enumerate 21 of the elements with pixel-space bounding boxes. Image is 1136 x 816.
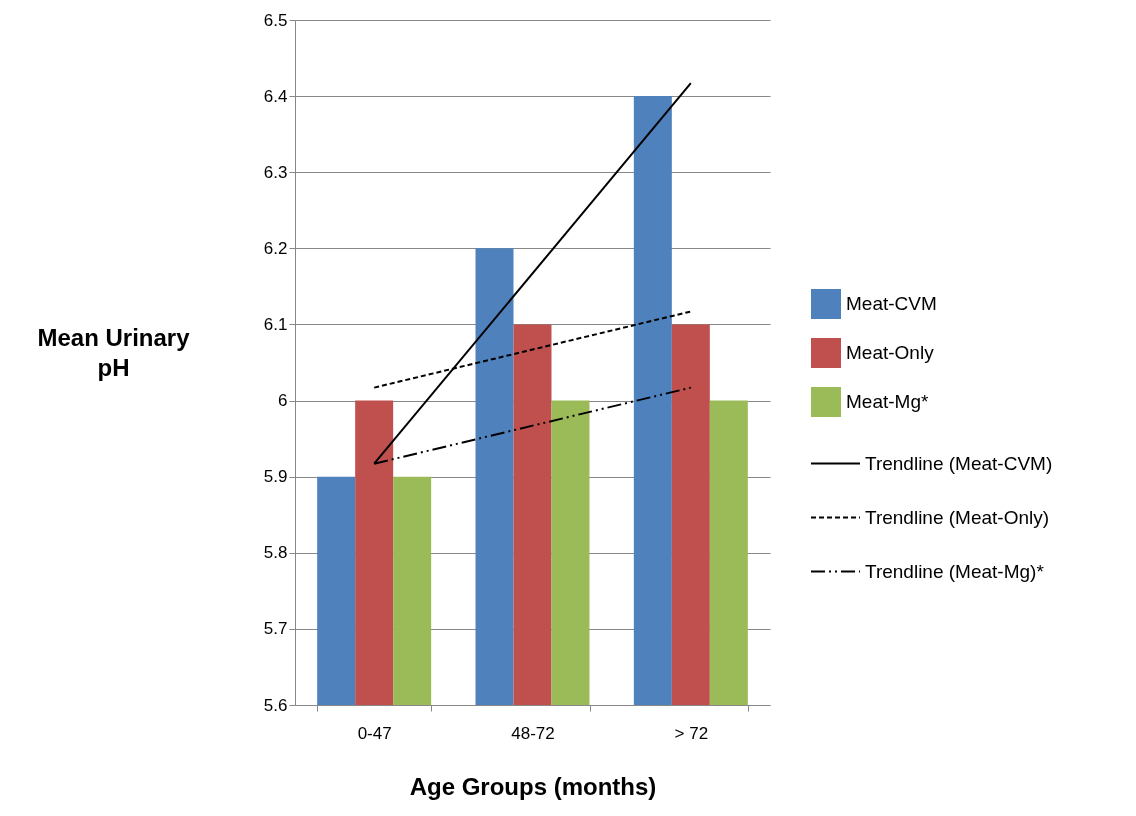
y-tick-label: 6.3 xyxy=(263,162,288,182)
y-tick-label: 5.8 xyxy=(263,543,288,563)
x-tick-label: 0-47 xyxy=(357,723,392,743)
legend-label: Trendline (Meat-CVM) xyxy=(865,452,1053,474)
legend-label: Meat-CVM xyxy=(846,293,937,314)
y-tick-label: 6 xyxy=(278,391,288,411)
legend-label: Trendline (Meat-Only) xyxy=(865,506,1050,528)
y-axis-title: Mean Urinary pH xyxy=(37,323,191,381)
legend-label: Trendline (Meat-Mg)* xyxy=(865,560,1045,582)
x-tick-label: > 72 xyxy=(674,723,709,743)
y-tick-label: 6.2 xyxy=(263,238,288,258)
legend-label: Meat-Only xyxy=(846,342,935,363)
y-tick-label: 5.7 xyxy=(263,619,288,639)
x-tick-label: 48-72 xyxy=(511,723,555,743)
x-axis-title: Age Groups (months) xyxy=(409,772,657,800)
y-tick-label: 6.5 xyxy=(263,10,288,30)
y-tick-label: 5.9 xyxy=(263,467,288,487)
y-tick-label: 6.4 xyxy=(263,86,288,106)
y-tick-label: 6.1 xyxy=(263,314,288,334)
legend-label: Meat-Mg* xyxy=(846,391,929,412)
y-tick-label: 5.6 xyxy=(263,695,288,715)
